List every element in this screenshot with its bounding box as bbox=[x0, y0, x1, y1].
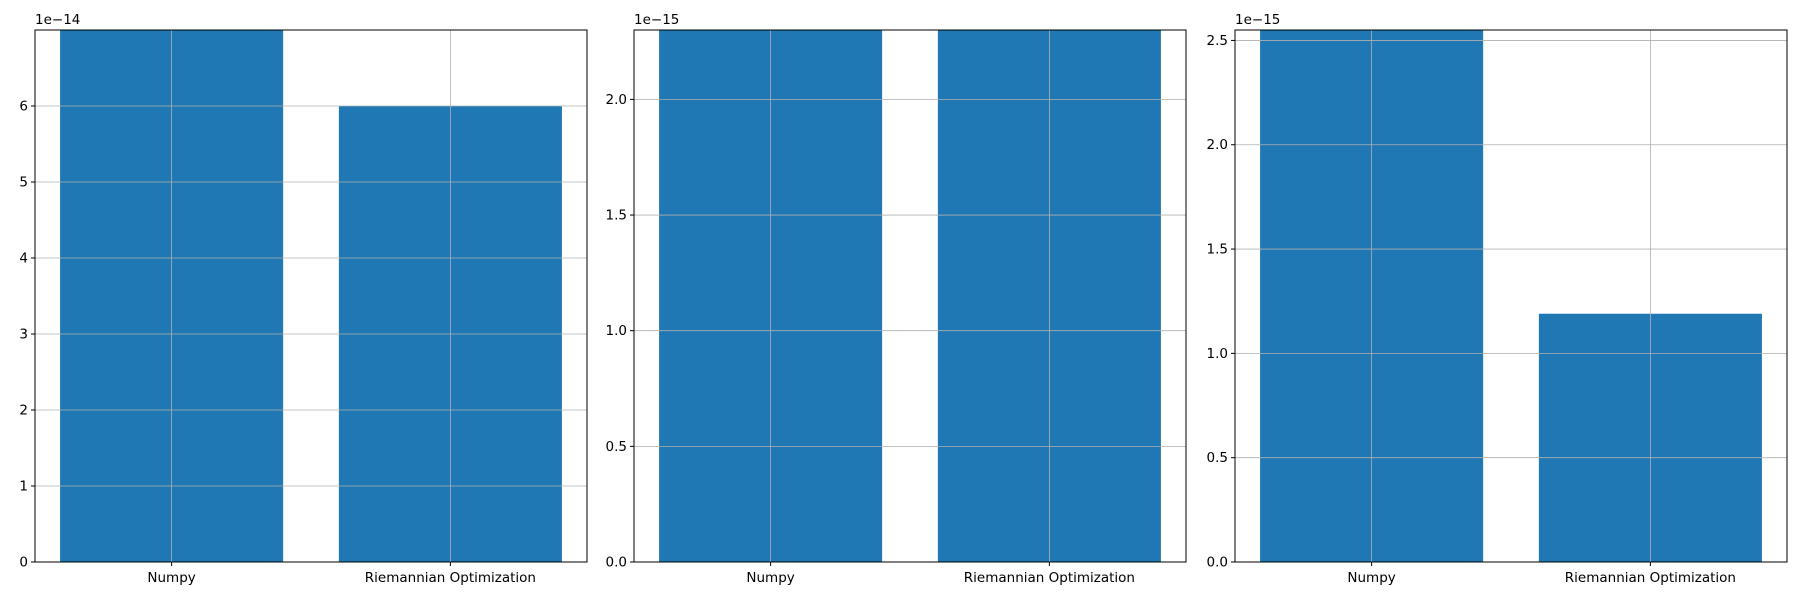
y-tick-label: 1.0 bbox=[606, 323, 627, 339]
x-tick-label: Numpy bbox=[147, 570, 195, 586]
y-tick-label: 1.5 bbox=[1207, 242, 1228, 258]
axes-frame bbox=[34, 29, 588, 563]
y-tick-label: 2.5 bbox=[1207, 33, 1228, 49]
x-tick-label: Numpy bbox=[746, 570, 794, 586]
chart-2: 0.0 0.5 1.0 1.5 2.0 Numpy Riemannian Optimizat… bbox=[606, 12, 1187, 586]
y-tick-label: 0.5 bbox=[1207, 450, 1228, 466]
chart-3: 0.0 0.5 1.0 1.5 2.0 2.5 Numpy Riemannian Optimi… bbox=[1207, 12, 1788, 586]
axis-offset-label: 1e−15 bbox=[634, 12, 679, 28]
y-tick-label: 6 bbox=[19, 99, 28, 115]
y-tick-label: 0 bbox=[19, 555, 28, 571]
chart-1: 0 1 2 3 4 5 6 Numpy Riemannian Optimization 1e−14 bbox=[19, 12, 588, 586]
axis-offset-label: 1e−14 bbox=[35, 12, 80, 28]
y-tick-label: 1.0 bbox=[1207, 346, 1228, 362]
y-tick-label: 5 bbox=[19, 175, 28, 191]
x-tick-label: Riemannian Optimization bbox=[365, 570, 536, 586]
y-tick-label: 2.0 bbox=[1207, 137, 1228, 153]
axes-frame bbox=[1234, 29, 1788, 563]
y-tick-label: 3 bbox=[19, 327, 28, 343]
y-tick-label: 0.5 bbox=[606, 439, 627, 455]
y-tick-label: 4 bbox=[19, 251, 28, 267]
axis-offset-label: 1e−15 bbox=[1235, 12, 1280, 28]
y-tick-label: 1 bbox=[19, 479, 28, 495]
axes-frame bbox=[633, 29, 1187, 563]
y-tick-label: 2 bbox=[19, 403, 28, 419]
x-tick-label: Numpy bbox=[1347, 570, 1395, 586]
y-tick-label: 0.0 bbox=[606, 555, 627, 571]
y-tick-label: 2.0 bbox=[606, 92, 627, 108]
y-tick-label: 0.0 bbox=[1207, 555, 1228, 571]
y-tick-label: 1.5 bbox=[606, 208, 627, 224]
x-tick-label: Riemannian Optimization bbox=[1565, 570, 1736, 586]
x-tick-label: Riemannian Optimization bbox=[964, 570, 1135, 586]
